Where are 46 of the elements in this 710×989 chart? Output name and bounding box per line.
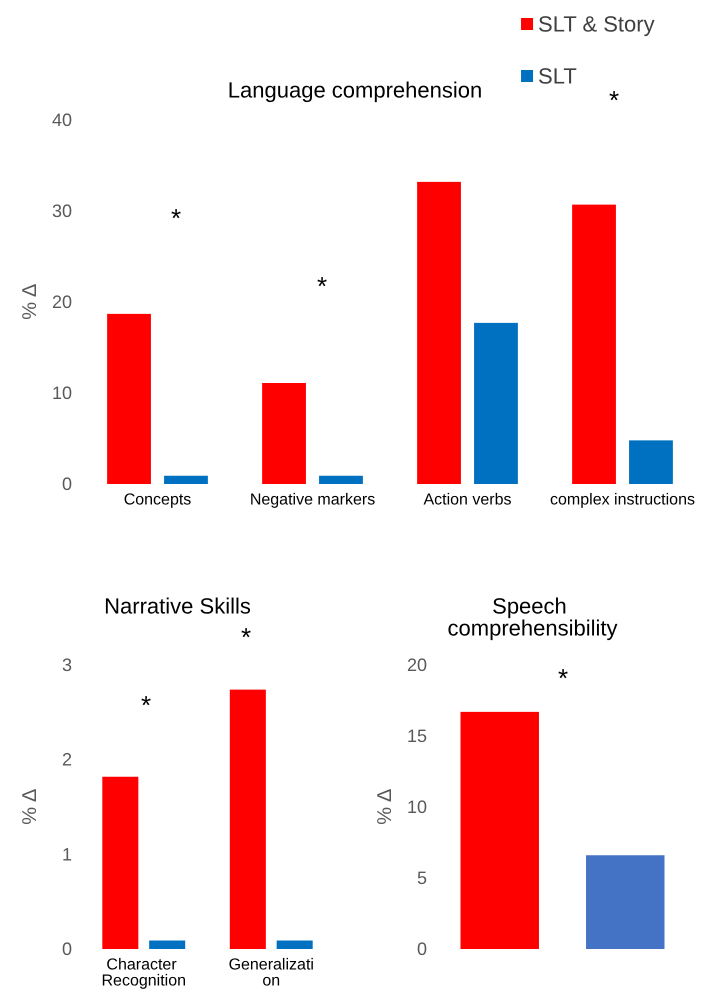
chart-title: Speech comprehensibility [448, 594, 618, 640]
text: * [608, 85, 620, 115]
bar [102, 776, 138, 949]
y-tick-label: 20 [406, 655, 427, 675]
x-tick-label: complex instructions [550, 492, 695, 508]
x-tick-label: Action verbs [423, 492, 512, 508]
x-tick-label: Negative markers [250, 492, 376, 508]
y-axis-title: % ∆ [374, 788, 396, 825]
y-axis-title: % ∆ [19, 788, 41, 825]
y-tick-label: 2 [62, 750, 72, 770]
bar [164, 476, 208, 484]
y-tick-label: 20 [52, 292, 72, 312]
annotation: * [140, 690, 152, 720]
bar [230, 690, 266, 949]
bar [629, 440, 673, 484]
bar [319, 476, 363, 484]
y-tick-label: 10 [406, 797, 427, 817]
x-tick-label: Concepts [124, 492, 192, 508]
y-tick-label: 30 [52, 201, 72, 221]
text: * [240, 622, 252, 652]
y-tick-label: 40 [52, 110, 72, 130]
annotation: * [170, 203, 182, 233]
y-tick-label: 10 [52, 383, 72, 403]
bar [107, 314, 151, 484]
y-tick-label: 0 [416, 939, 427, 959]
bar [276, 940, 313, 949]
legend-label: SLT & Story [538, 12, 655, 36]
y-tick-label: 5 [416, 868, 427, 888]
y-tick-label: 0 [62, 474, 72, 494]
y-tick-label: 1 [62, 844, 72, 864]
chart-title: Narrative Skills [104, 594, 251, 618]
annotation: * [558, 663, 568, 693]
bar [474, 322, 518, 484]
annotation: * [316, 271, 328, 301]
bar [417, 182, 461, 484]
y-axis-title: % ∆ [19, 283, 41, 320]
y-tick-label: 3 [62, 655, 72, 675]
y-tick-label: 0 [62, 939, 72, 959]
bar [572, 204, 616, 484]
chart-title: Language comprehension [228, 78, 482, 102]
legend-label: SLT [538, 64, 577, 88]
x-tick-label: Character Recognition [102, 956, 186, 989]
bar [149, 940, 186, 949]
y-tick-label: 15 [406, 726, 427, 746]
x-tick-label: Generalization [228, 956, 314, 989]
bar [262, 382, 306, 484]
